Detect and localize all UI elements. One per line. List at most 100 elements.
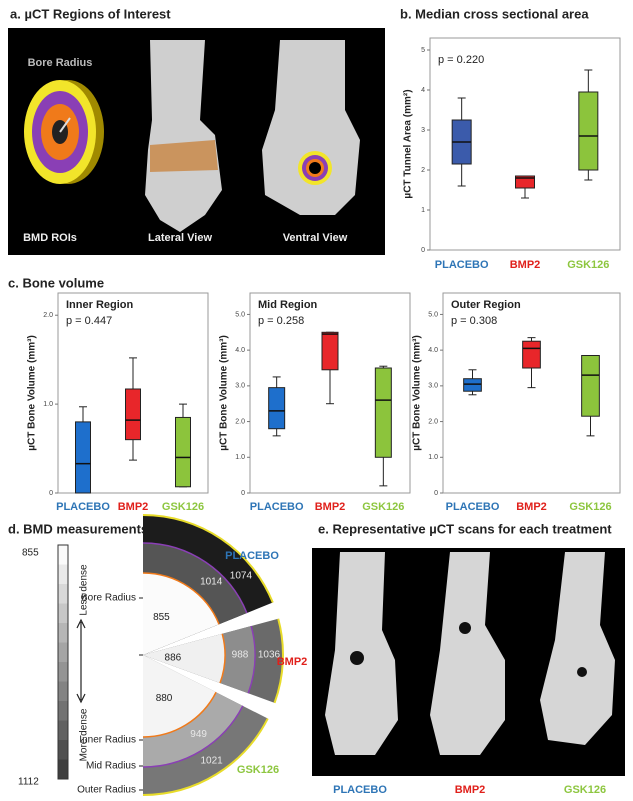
scale-segment bbox=[58, 701, 68, 721]
mid-boundary bbox=[142, 542, 248, 614]
mid-boundary bbox=[247, 625, 256, 694]
lateral-bone bbox=[145, 40, 222, 232]
scan-label: GSK126 bbox=[564, 784, 606, 796]
y-tick-label: 2 bbox=[421, 167, 425, 174]
chart-title: Mid Region bbox=[258, 299, 318, 311]
x-tick-label: GSK126 bbox=[362, 501, 404, 513]
radius-label: Bore Radius bbox=[81, 593, 136, 604]
outer-boundary bbox=[142, 718, 269, 796]
x-tick-label: BMP2 bbox=[516, 501, 547, 513]
inner-boundary bbox=[142, 691, 217, 738]
scale-caption: More dense bbox=[79, 708, 90, 761]
annotation: p = 0.258 bbox=[258, 315, 304, 327]
x-tick-label: GSK126 bbox=[567, 259, 609, 271]
scale-segment bbox=[58, 662, 68, 682]
plot-frame bbox=[442, 292, 621, 494]
image-label: Bore Radius bbox=[28, 57, 93, 69]
x-tick-label: PLACEBO bbox=[56, 501, 110, 513]
group-label: GSK126 bbox=[237, 764, 279, 776]
plot-frame bbox=[57, 292, 209, 494]
scale-segment bbox=[58, 584, 68, 604]
chart-title: Outer Region bbox=[451, 299, 521, 311]
x-tick-label: GSK126 bbox=[162, 501, 204, 513]
image-label: Lateral View bbox=[148, 232, 212, 244]
x-tick-label: BMP2 bbox=[510, 259, 541, 271]
y-axis-label: µCT Tunnel Area (mm²) bbox=[403, 89, 414, 198]
box bbox=[515, 175, 535, 189]
y-tick-label: 0 bbox=[421, 247, 425, 254]
mid-boundary bbox=[142, 705, 244, 768]
y-tick-label: 2.0 bbox=[43, 312, 53, 319]
scale-segment bbox=[58, 720, 68, 740]
radius-label: Inner Radius bbox=[79, 735, 136, 746]
y-axis-label: µCT Bone Volume (mm³) bbox=[412, 335, 423, 451]
annotation: p = 0.220 bbox=[438, 54, 484, 66]
scale-segment bbox=[58, 603, 68, 623]
group-label: PLACEBO bbox=[225, 550, 279, 562]
y-tick-label: 5.0 bbox=[235, 311, 245, 318]
bmd-value: 949 bbox=[190, 729, 207, 740]
panel-title: d. BMD measurements bbox=[8, 521, 148, 536]
y-tick-label: 3.0 bbox=[428, 383, 438, 390]
scale-label: 1112 bbox=[18, 777, 39, 788]
y-axis-label: µCT Bone Volume (mm³) bbox=[219, 335, 230, 451]
x-tick-label: PLACEBO bbox=[446, 501, 500, 513]
x-tick-label: PLACEBO bbox=[435, 259, 489, 271]
y-tick-label: 1.0 bbox=[235, 454, 245, 461]
scale-label: 855 bbox=[22, 548, 39, 559]
box bbox=[522, 340, 541, 369]
bmd-region bbox=[143, 633, 225, 684]
y-tick-label: 1 bbox=[421, 207, 425, 214]
y-tick-label: 4.0 bbox=[428, 347, 438, 354]
scale-segment bbox=[58, 681, 68, 701]
y-tick-label: 2.0 bbox=[235, 418, 245, 425]
x-tick-label: BMP2 bbox=[118, 501, 149, 513]
scale-segment bbox=[58, 759, 68, 779]
bmd-value: 1074 bbox=[230, 570, 253, 581]
box bbox=[321, 331, 339, 371]
y-tick-label: 3.0 bbox=[235, 383, 245, 390]
outer-boundary bbox=[142, 514, 274, 603]
y-tick-label: 3 bbox=[421, 127, 425, 134]
y-tick-label: 4.0 bbox=[235, 347, 245, 354]
box bbox=[125, 388, 141, 441]
x-tick-label: GSK126 bbox=[569, 501, 611, 513]
roi-disc bbox=[24, 80, 104, 184]
bmd-value: 855 bbox=[153, 612, 170, 623]
scale-segment bbox=[58, 740, 68, 760]
panel-title: b. Median cross sectional area bbox=[400, 6, 589, 21]
image-label: BMD ROIs bbox=[23, 232, 77, 244]
x-tick-label: PLACEBO bbox=[250, 501, 304, 513]
annotation: p = 0.447 bbox=[66, 315, 112, 327]
scale-caption: Less dense bbox=[79, 564, 90, 616]
box bbox=[578, 91, 599, 171]
y-tick-label: 0 bbox=[241, 490, 245, 497]
box bbox=[463, 378, 482, 392]
bmd-region bbox=[143, 655, 217, 737]
bmd-region bbox=[143, 573, 220, 655]
density-arrow bbox=[76, 618, 86, 704]
annotation: p = 0.308 bbox=[451, 315, 497, 327]
y-axis-label: µCT Bone Volume (mm³) bbox=[27, 335, 38, 451]
radius-label: Mid Radius bbox=[86, 761, 136, 772]
plot-frame bbox=[429, 37, 621, 251]
y-tick-label: 0 bbox=[434, 490, 438, 497]
box bbox=[175, 416, 191, 488]
y-tick-label: 0 bbox=[49, 490, 53, 497]
bmd-value: 880 bbox=[156, 693, 173, 704]
y-tick-label: 4 bbox=[421, 87, 425, 94]
scale-segment bbox=[58, 642, 68, 662]
scale-frame bbox=[57, 544, 69, 780]
chart-title: Inner Region bbox=[66, 299, 134, 311]
plot-frame bbox=[249, 292, 411, 494]
ventral-bone bbox=[262, 40, 360, 215]
y-tick-label: 5.0 bbox=[428, 311, 438, 318]
box bbox=[374, 367, 392, 458]
scale-segment bbox=[58, 623, 68, 643]
box bbox=[581, 355, 600, 417]
radius-label: Outer Radius bbox=[77, 785, 136, 796]
scale-segment bbox=[58, 564, 68, 584]
scale-segment bbox=[58, 545, 68, 565]
